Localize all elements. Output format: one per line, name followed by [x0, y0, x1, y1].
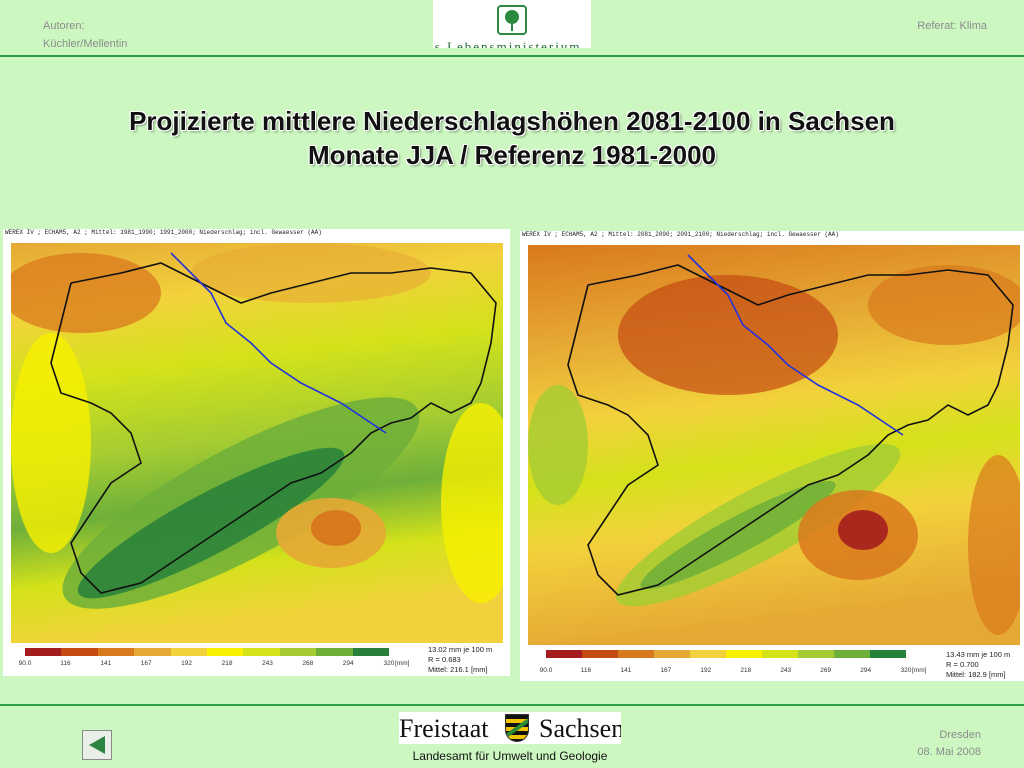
colorbar-segment [206, 648, 244, 656]
saxony-crest-icon [505, 714, 529, 742]
colorbar-segment [352, 648, 389, 656]
slide-title: Projizierte mittlere Niederschlagshöhen … [0, 104, 1024, 172]
precipitation-map-reference [11, 243, 503, 643]
footer-date: 08. Mai 2008 [917, 746, 981, 758]
colorbar [546, 650, 906, 658]
colorbar-tick: 141 [100, 660, 112, 667]
map-stats: 13.02 mm je 100 m R = 0.683 Mittel: 216.… [428, 645, 492, 675]
colorbar-segment [61, 648, 98, 656]
authors-label: Autoren: [43, 20, 85, 32]
map-panel-projection: WEREX IV ; ECHAM5, A2 ; Mittel: 2081_209… [520, 231, 1024, 681]
colorbar-tick: 192 [700, 667, 712, 674]
map-panel-reference: WEREX IV ; ECHAM5, A2 ; Mittel: 1981_199… [3, 229, 510, 676]
footer-city: Dresden [939, 729, 981, 741]
colorbar [25, 648, 389, 656]
stats-gradient: 13.43 mm je 100 m [946, 650, 1011, 659]
colorbar-tick: 167 [140, 660, 152, 667]
colorbar-tick: 218 [221, 660, 233, 667]
header-divider [0, 55, 1024, 57]
colorbar-segment [279, 648, 317, 656]
colorbar-segment [870, 650, 906, 658]
colorbar-tick: 167 [660, 667, 672, 674]
colorbar-segment [618, 650, 654, 658]
slide-title-line1: Projizierte mittlere Niederschlagshöhen … [129, 106, 895, 136]
colorbar-segment [762, 650, 798, 658]
logo-word-sachsen: Sachsen [539, 714, 621, 743]
authors-names: Küchler/Mellentin [43, 38, 128, 50]
colorbar-tick: 269 [820, 667, 832, 674]
colorbar-segment [134, 648, 171, 656]
colorbar-tick: 192 [181, 660, 193, 667]
colorbar-unit: [mm] [395, 660, 410, 667]
tree-icon [497, 5, 527, 35]
colorbar-segment [690, 650, 726, 658]
colorbar-tick: 141 [620, 667, 632, 674]
colorbar-segment [316, 648, 353, 656]
colorbar-segment [25, 648, 62, 656]
colorbar-segment [546, 650, 582, 658]
colorbar-tick: 116 [60, 660, 71, 667]
colorbar-segment [798, 650, 834, 658]
stats-correlation: R = 0.683 [428, 655, 461, 664]
freistaat-sachsen-logo: Freistaat Sachsen [399, 712, 621, 744]
colorbar-tick: 243 [780, 667, 792, 674]
colorbar-tick: 243 [261, 660, 273, 667]
colorbar-tick: 320 [900, 667, 912, 674]
map-header: WEREX IV ; ECHAM5, A2 ; Mittel: 1981_199… [5, 229, 322, 236]
colorbar-segment [834, 650, 870, 658]
colorbar-tick: 294 [860, 667, 872, 674]
colorbar-tick: 294 [342, 660, 354, 667]
ministry-logo: as Lebensministerium [433, 0, 591, 48]
colorbar-unit: [mm] [912, 667, 927, 674]
stats-gradient: 13.02 mm je 100 m [428, 645, 493, 654]
colorbar-segment [654, 650, 690, 658]
colorbar-segment [97, 648, 135, 656]
stats-mean: Mittel: 216.1 [mm] [428, 665, 488, 674]
topic-label: Referat: Klima [917, 20, 987, 32]
colorbar-tick: 320 [383, 660, 395, 667]
colorbar-tick: 90.0 [539, 667, 553, 674]
colorbar-segment [726, 650, 762, 658]
ministry-logo-text: as Lebensministerium [433, 39, 582, 48]
colorbar-tick: 116 [580, 667, 592, 674]
map-header: WEREX IV ; ECHAM5, A2 ; Mittel: 2081_209… [522, 231, 839, 238]
map-stats: 13.43 mm je 100 m R = 0.700 Mittel: 182.… [946, 650, 1010, 680]
colorbar-tick: 90.0 [18, 660, 32, 667]
colorbar-segment [243, 648, 280, 656]
agency-name: Landesamt für Umwelt und Geologie [412, 749, 608, 763]
colorbar-tick: 218 [740, 667, 752, 674]
colorbar-ticks: 90.0 116 141 167 192 218 243 269 294 320 [540, 667, 912, 675]
logo-word-freistaat: Freistaat [399, 714, 489, 743]
colorbar-segment [582, 650, 618, 658]
footer-divider [0, 704, 1024, 706]
colorbar-tick: 268 [302, 660, 314, 667]
back-arrow-icon [89, 736, 105, 754]
precipitation-map-projection [528, 245, 1020, 645]
stats-mean: Mittel: 182.9 [mm] [946, 670, 1006, 679]
slide-title-line2: Monate JJA / Referenz 1981-2000 [307, 140, 716, 170]
colorbar-ticks: 90.0 116 141 167 192 218 243 268 294 320 [19, 660, 395, 668]
stats-correlation: R = 0.700 [946, 660, 979, 669]
back-button[interactable] [82, 730, 112, 760]
colorbar-segment [170, 648, 207, 656]
